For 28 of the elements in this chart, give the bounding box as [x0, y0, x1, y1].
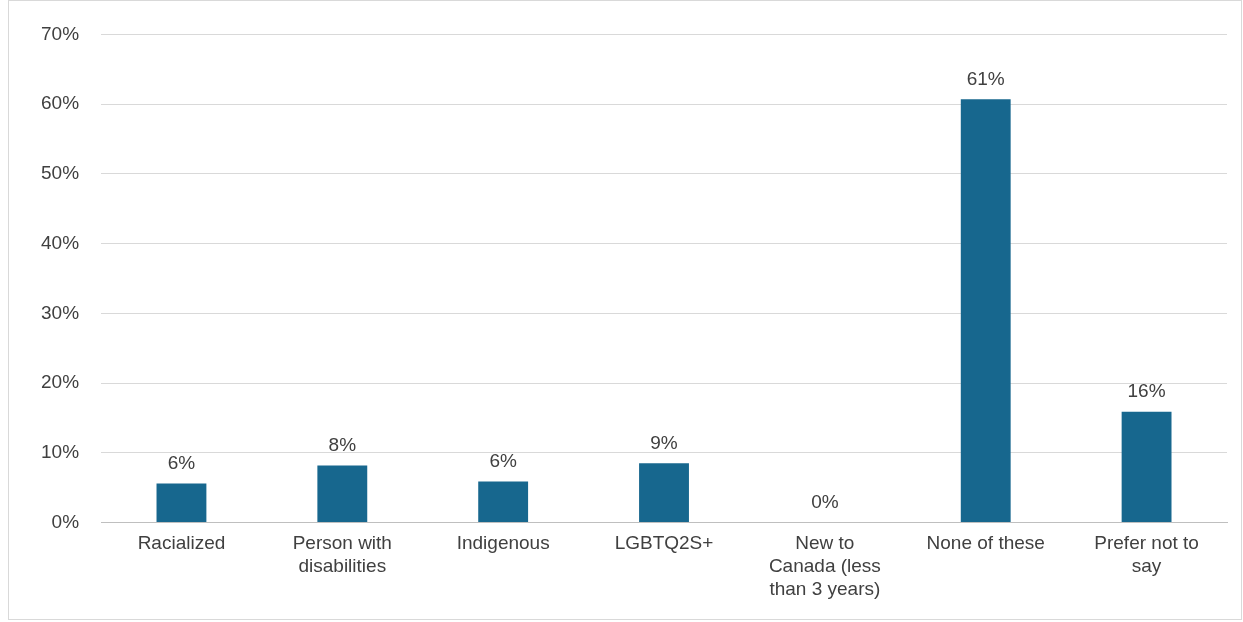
data-label: 8%: [328, 434, 357, 456]
data-label: 16%: [1127, 380, 1166, 402]
data-label: 6%: [489, 450, 517, 472]
y-tick-label: 10%: [41, 441, 80, 463]
x-tick-label: New to Canada (less than 3 years): [768, 532, 881, 599]
data-label: 0%: [811, 491, 839, 513]
bar: [156, 483, 207, 523]
data-label: 6%: [167, 452, 196, 474]
y-tick-label: 30%: [41, 301, 80, 323]
x-tick-label: Racialized: [137, 532, 226, 554]
x-tick-label: Person with disabilities: [292, 532, 392, 577]
x-tick-label: Indigenous: [456, 532, 550, 554]
y-tick-label: 40%: [41, 231, 80, 253]
data-label: 9%: [650, 432, 678, 454]
bar: [639, 463, 689, 523]
y-tick-label: 60%: [41, 92, 80, 114]
y-tick-label: 70%: [41, 22, 80, 44]
y-tick-label: 0%: [51, 510, 80, 532]
y-tick-label: 20%: [41, 371, 80, 393]
bar: [1121, 411, 1172, 523]
bar: [960, 99, 1011, 523]
data-label: 61%: [966, 68, 1005, 89]
x-tick-label: LGBTQ2S+: [614, 532, 714, 554]
x-tick-label: Prefer not to say: [1094, 532, 1199, 577]
bar: [478, 481, 529, 523]
y-tick-label: 50%: [41, 162, 80, 184]
x-tick-label: None of these: [926, 532, 1045, 554]
bar: [317, 465, 368, 523]
